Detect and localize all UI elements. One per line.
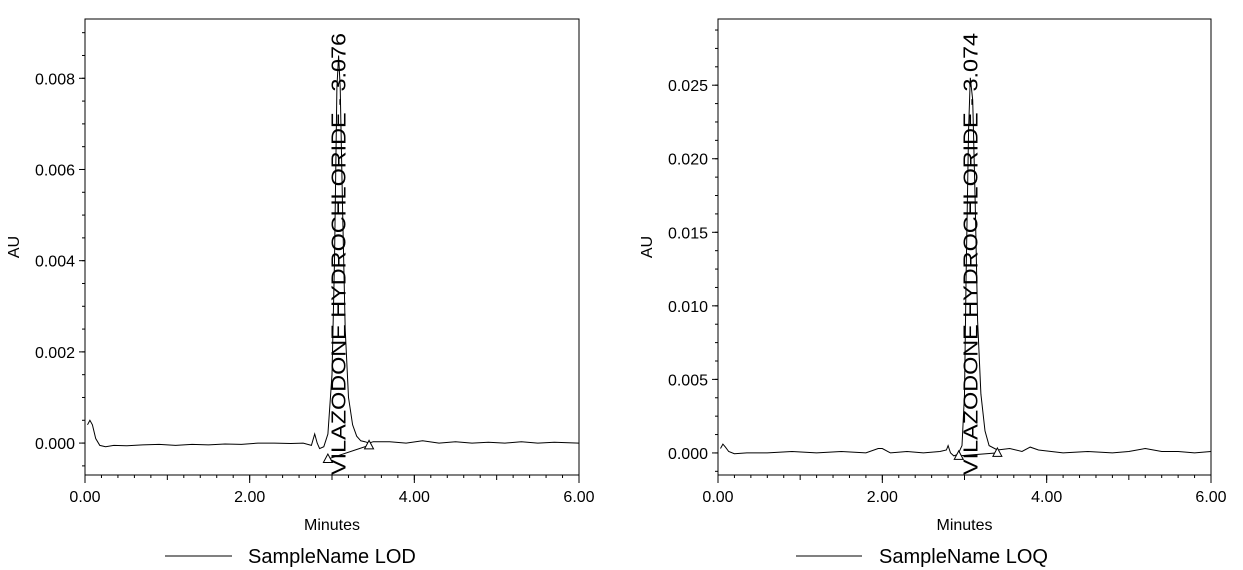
x-tick-label: 6.00 xyxy=(1195,489,1226,506)
y-tick-label: 0.015 xyxy=(668,225,708,242)
y-tick-label: 0.006 xyxy=(35,162,75,179)
y-tick-label: 0.000 xyxy=(668,446,708,463)
peak-baseline xyxy=(958,452,998,457)
minor-ticks-lod xyxy=(82,32,580,480)
y-tick-label: 0.005 xyxy=(668,372,708,389)
y-axis-lod: 0.000 0.002 0.004 0.006 0.008 xyxy=(35,71,85,453)
peak-label-lod: VILAZODONE HYDROCHLORIDE - 3.076 xyxy=(328,33,350,475)
trace-lod xyxy=(87,55,580,450)
baseline-marker xyxy=(322,452,334,464)
y-axis-title-loq: AU xyxy=(639,236,656,258)
peak-baseline-loq xyxy=(953,446,1003,460)
y-tick-label: 0.000 xyxy=(35,436,75,453)
y-axis-title-lod: AU xyxy=(6,236,23,258)
y-tick-label: 0.020 xyxy=(668,152,708,169)
baseline-marker xyxy=(992,446,1003,457)
x-axis-lod: 0.00 2.00 4.00 6.00 xyxy=(69,475,595,506)
x-tick-label: 6.00 xyxy=(563,489,594,506)
x-tick-label: 2.00 xyxy=(234,489,265,506)
y-tick-label: 0.004 xyxy=(35,254,75,271)
y-tick-label: 0.008 xyxy=(35,71,75,88)
trace-loq xyxy=(720,77,1212,457)
x-tick-label: 4.00 xyxy=(1031,489,1062,506)
x-tick-label: 2.00 xyxy=(867,489,898,506)
y-axis-loq: 0.000 0.005 0.010 0.015 0.020 0.025 xyxy=(668,78,718,463)
x-tick-label: 4.00 xyxy=(399,489,430,506)
minor-ticks-loq xyxy=(715,29,1212,480)
peak-label-loq: VILAZODONE HYDROCHLORIDE - 3.074 xyxy=(961,33,983,475)
peak-baseline-lod xyxy=(322,439,375,464)
x-axis-title-lod: Minutes xyxy=(304,517,360,534)
chart-lod: 0.000 0.002 0.004 0.006 0.008 0.00 2.00 4.00 6.… xyxy=(6,18,595,568)
legend-label-loq: SampleName LOQ xyxy=(879,546,1048,568)
chart-loq: 0.000 0.005 0.010 0.015 0.020 0.025 0.00 2.00 4… xyxy=(639,18,1227,568)
baseline-marker xyxy=(953,449,965,460)
x-tick-label: 0.00 xyxy=(69,489,100,506)
legend-label-lod: SampleName LOD xyxy=(248,546,416,568)
y-tick-label: 0.010 xyxy=(668,299,708,316)
y-tick-label: 0.002 xyxy=(35,345,75,362)
y-tick-label: 0.025 xyxy=(668,78,708,95)
x-axis-title-loq: Minutes xyxy=(936,517,992,534)
x-tick-label: 0.00 xyxy=(702,489,733,506)
baseline-marker xyxy=(363,439,375,450)
x-axis-loq: 0.00 2.00 4.00 6.00 xyxy=(702,475,1227,506)
peak-baseline xyxy=(327,444,370,460)
